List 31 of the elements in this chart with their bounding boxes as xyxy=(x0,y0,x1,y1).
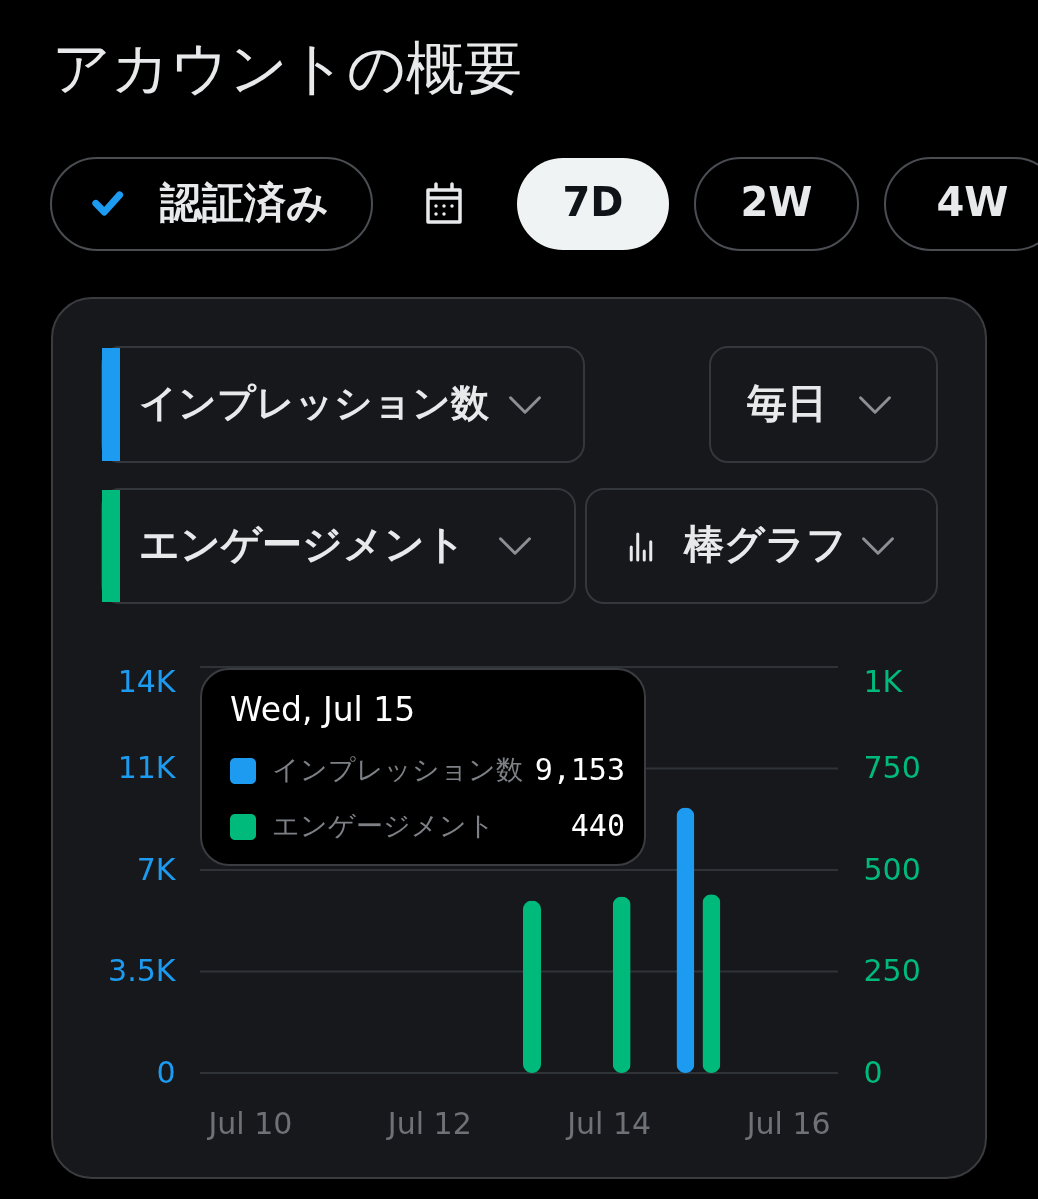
text: 2W xyxy=(740,179,813,225)
x-tick-label: Jul 12 xyxy=(385,1105,472,1141)
bar xyxy=(523,900,541,1073)
text: 7D xyxy=(562,179,624,225)
y2-tick-label: 1K xyxy=(863,663,904,699)
text: 毎日 xyxy=(746,380,827,426)
bar xyxy=(702,894,721,1073)
y-tick-label: 0 xyxy=(156,1054,176,1090)
x-tick-label: Jul 16 xyxy=(744,1105,831,1141)
text: 4W xyxy=(936,179,1009,225)
y2-tick-label: 750 xyxy=(863,750,921,785)
legend-label: インプレッション数 xyxy=(272,754,523,785)
bar xyxy=(612,896,631,1073)
y2-tick-label: 250 xyxy=(863,953,921,988)
chart-title: アカウントの概要 xyxy=(52,34,522,102)
y-tick-label: 3.5K xyxy=(108,953,177,988)
annotation: 440 xyxy=(570,808,625,843)
text: エンゲージメント xyxy=(139,521,466,567)
y-tick-label: 14K xyxy=(117,663,177,699)
text: 棒グラフ xyxy=(683,521,847,567)
annotation: 9,153 xyxy=(534,752,625,787)
text: 認証済み xyxy=(159,178,329,227)
y2-tick-label: 0 xyxy=(863,1054,883,1090)
y-tick-label: 7K xyxy=(136,851,177,887)
y2-tick-label: 500 xyxy=(863,851,921,887)
x-tick-label: Jul 14 xyxy=(565,1105,652,1141)
annotation: Wed, Jul 15 xyxy=(230,690,416,729)
x-tick-label: Jul 10 xyxy=(206,1105,293,1141)
legend-label: エンゲージメント xyxy=(272,810,495,841)
text: インプレッション数 xyxy=(139,381,489,425)
y-tick-label: 11K xyxy=(117,750,177,785)
